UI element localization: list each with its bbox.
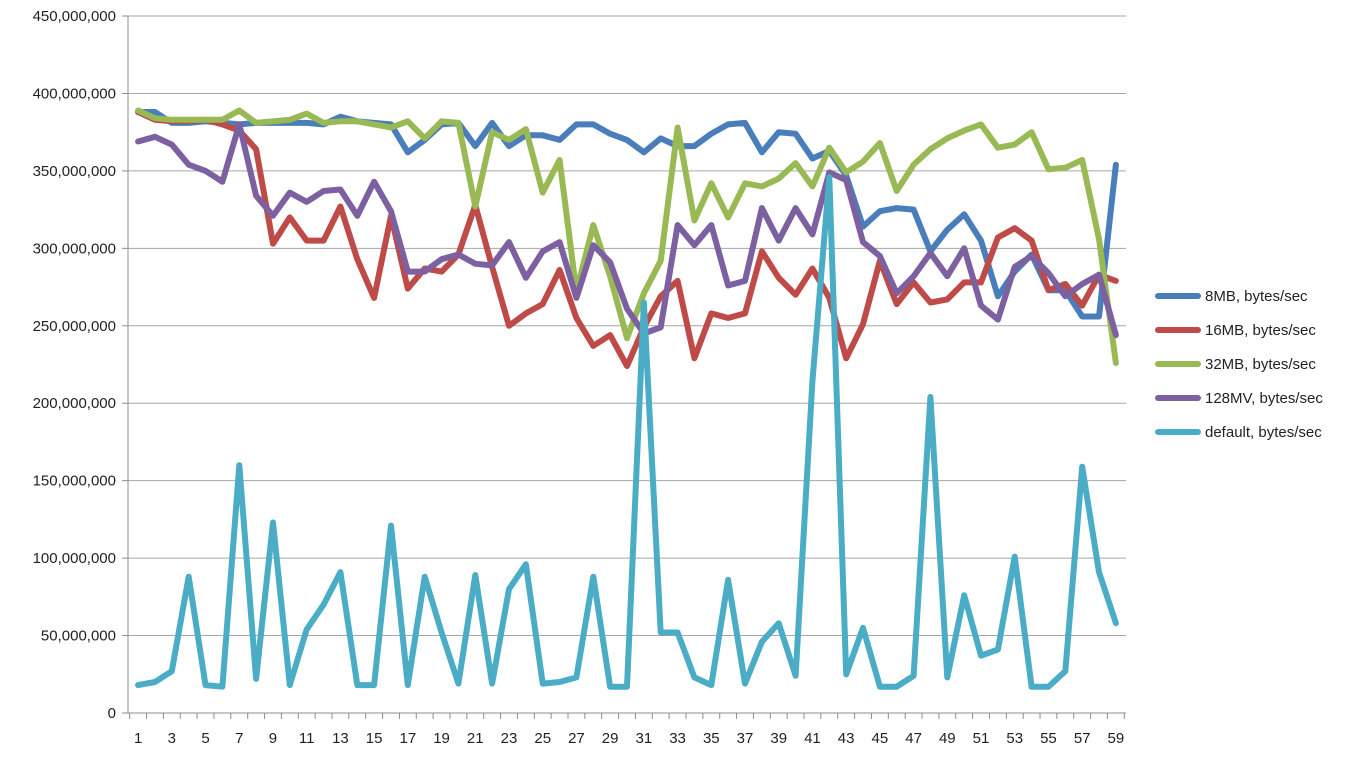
y-tick-label: 250,000,000: [33, 318, 116, 335]
x-tick-label: 7: [235, 730, 243, 747]
series-line-3: [135, 107, 1119, 366]
series-line-4: [135, 121, 1119, 339]
x-tick-label: 51: [973, 730, 990, 747]
y-tick-label: 200,000,000: [33, 395, 116, 412]
y-tick-label: 0: [108, 705, 116, 722]
x-tick-label: 15: [366, 730, 383, 747]
y-tick-label: 150,000,000: [33, 473, 116, 490]
legend-label: 8MB, bytes/sec: [1205, 288, 1308, 305]
x-tick-label: 59: [1108, 730, 1125, 747]
x-tick-label: 25: [534, 730, 551, 747]
x-tick-label: 49: [939, 730, 956, 747]
legend-label: 32MB, bytes/sec: [1205, 356, 1316, 373]
series-line-2: [135, 109, 1119, 369]
x-tick-label: 47: [905, 730, 922, 747]
x-tick-label: 1: [134, 730, 142, 747]
x-tick-label: 55: [1040, 730, 1057, 747]
series-line-5: [135, 174, 1119, 690]
x-tick-label: 21: [467, 730, 484, 747]
gridlines: [128, 15, 1126, 637]
legend-label: 16MB, bytes/sec: [1205, 322, 1316, 339]
x-tick-label: 35: [703, 730, 720, 747]
y-tick-label: 450,000,000: [33, 8, 116, 25]
legend: 8MB, bytes/sec 16MB, bytes/sec 32MB, bytes…: [1155, 288, 1323, 441]
x-tick-label: 11: [299, 730, 315, 747]
x-tick-label: 13: [332, 730, 349, 747]
x-tick-label: 3: [168, 730, 176, 747]
x-tick-label: 23: [501, 730, 518, 747]
y-tick-label: 350,000,000: [33, 163, 116, 180]
y-tick-label: 400,000,000: [33, 85, 116, 102]
x-tick-label: 57: [1074, 730, 1091, 747]
x-tick-label: 41: [804, 730, 821, 747]
x-tick-label: 27: [568, 730, 585, 747]
x-tick-label: 37: [737, 730, 754, 747]
y-tick-label: 100,000,000: [33, 550, 116, 567]
x-tick-label: 53: [1006, 730, 1023, 747]
legend-label: 128MV, bytes/sec: [1205, 390, 1323, 407]
y-tick-label: 50,000,000: [41, 628, 116, 645]
x-tick-label: 29: [602, 730, 619, 747]
x-tick-label: 33: [669, 730, 686, 747]
x-tick-label: 39: [770, 730, 787, 747]
x-tick-label: 31: [636, 730, 653, 747]
legend-label: default, bytes/sec: [1205, 424, 1322, 441]
series-line-1: [135, 109, 1119, 320]
series-lines: [135, 107, 1119, 690]
y-tick-label: 300,000,000: [33, 240, 116, 257]
x-tick-label: 5: [201, 730, 209, 747]
axes: [122, 15, 1126, 719]
x-tick-label: 19: [433, 730, 450, 747]
x-tick-label: 17: [400, 730, 417, 747]
x-tick-label: 45: [872, 730, 889, 747]
x-tick-labels: 1 3 5 7 9 11 13 15 17 19 21 23 25 27 29 31 33 35 37 39 41 43 4…: [134, 730, 1124, 747]
y-tick-labels: 0 50,000,000 100,000,000 150,000,000 200,000…: [33, 8, 116, 722]
x-tick-label: 9: [269, 730, 277, 747]
x-tick-label: 43: [838, 730, 855, 747]
